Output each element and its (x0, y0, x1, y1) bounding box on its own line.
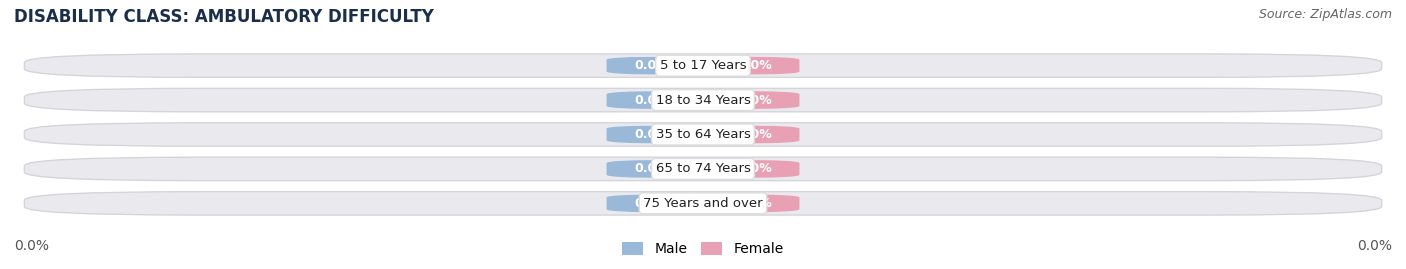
Text: 35 to 64 Years: 35 to 64 Years (655, 128, 751, 141)
Text: 0.0%: 0.0% (737, 128, 772, 141)
Text: 18 to 34 Years: 18 to 34 Years (655, 94, 751, 107)
FancyBboxPatch shape (606, 160, 696, 178)
FancyBboxPatch shape (710, 126, 800, 143)
Text: Source: ZipAtlas.com: Source: ZipAtlas.com (1258, 8, 1392, 21)
FancyBboxPatch shape (606, 91, 696, 109)
FancyBboxPatch shape (606, 194, 696, 212)
Text: 75 Years and over: 75 Years and over (643, 197, 763, 210)
Text: 0.0%: 0.0% (634, 59, 669, 72)
Text: 0.0%: 0.0% (634, 128, 669, 141)
FancyBboxPatch shape (24, 88, 1382, 112)
Text: 0.0%: 0.0% (634, 162, 669, 175)
Legend: Male, Female: Male, Female (617, 237, 789, 262)
Text: 0.0%: 0.0% (737, 197, 772, 210)
Text: 0.0%: 0.0% (1357, 239, 1392, 253)
FancyBboxPatch shape (710, 160, 800, 178)
Text: 0.0%: 0.0% (634, 94, 669, 107)
FancyBboxPatch shape (24, 157, 1382, 181)
Text: 65 to 74 Years: 65 to 74 Years (655, 162, 751, 175)
FancyBboxPatch shape (710, 194, 800, 212)
FancyBboxPatch shape (606, 57, 696, 75)
FancyBboxPatch shape (24, 54, 1382, 77)
FancyBboxPatch shape (710, 57, 800, 75)
Text: 0.0%: 0.0% (14, 239, 49, 253)
FancyBboxPatch shape (24, 192, 1382, 215)
Text: 0.0%: 0.0% (634, 197, 669, 210)
FancyBboxPatch shape (710, 91, 800, 109)
Text: 0.0%: 0.0% (737, 59, 772, 72)
FancyBboxPatch shape (24, 123, 1382, 146)
Text: 0.0%: 0.0% (737, 94, 772, 107)
Text: 5 to 17 Years: 5 to 17 Years (659, 59, 747, 72)
FancyBboxPatch shape (606, 126, 696, 143)
Text: 0.0%: 0.0% (737, 162, 772, 175)
Text: DISABILITY CLASS: AMBULATORY DIFFICULTY: DISABILITY CLASS: AMBULATORY DIFFICULTY (14, 8, 434, 26)
